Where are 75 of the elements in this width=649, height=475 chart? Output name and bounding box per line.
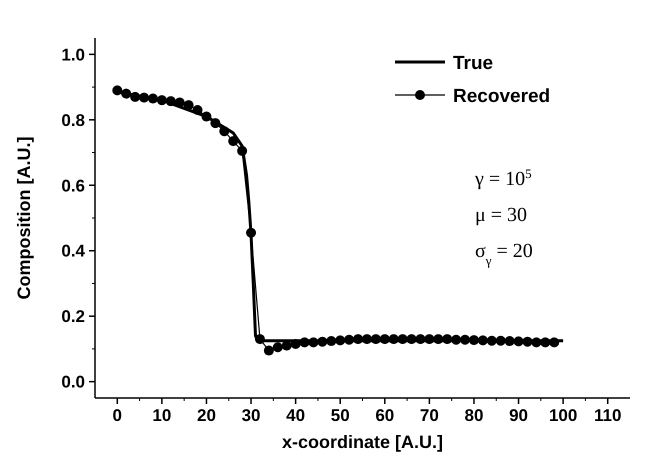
point xyxy=(398,334,408,344)
point xyxy=(496,336,506,346)
point xyxy=(130,92,140,102)
point xyxy=(282,340,292,351)
point xyxy=(522,336,532,347)
x-tick-label: 100 xyxy=(548,406,578,425)
point xyxy=(228,136,238,146)
point xyxy=(326,336,336,346)
point xyxy=(531,337,542,348)
point xyxy=(219,126,230,136)
point xyxy=(424,334,434,344)
x-tick-label: 110 xyxy=(594,406,622,425)
y-tick-label: 0.2 xyxy=(61,307,85,326)
point xyxy=(486,336,497,346)
annotation: γ = 10$^{5}$ xyxy=(474,166,532,190)
x-tick-label: 20 xyxy=(196,406,216,425)
point xyxy=(415,334,426,344)
annotation: σ$_{γ}$ = 20 xyxy=(475,240,533,268)
point xyxy=(254,334,265,344)
point xyxy=(344,334,354,345)
point xyxy=(433,334,444,344)
x-tick-label: 80 xyxy=(464,406,484,425)
x-tick-label: 40 xyxy=(286,406,306,425)
point xyxy=(317,336,328,347)
point xyxy=(388,334,399,344)
point xyxy=(272,342,283,352)
point xyxy=(406,334,417,344)
point xyxy=(112,85,122,96)
point xyxy=(121,88,132,99)
point xyxy=(290,339,301,349)
point xyxy=(442,334,452,344)
point xyxy=(540,337,550,348)
point xyxy=(308,337,318,348)
point xyxy=(353,334,364,344)
point xyxy=(246,228,256,238)
point xyxy=(504,336,515,346)
point xyxy=(237,146,248,156)
x-tick-label: 10 xyxy=(152,406,172,425)
point xyxy=(156,95,167,106)
point xyxy=(335,335,346,346)
legend-label: Recovered xyxy=(453,86,550,107)
x-tick-label: 70 xyxy=(420,406,439,425)
x-tick-label: 50 xyxy=(330,406,350,425)
point xyxy=(468,335,479,346)
point xyxy=(362,334,372,344)
point xyxy=(451,334,462,345)
legend-label: True xyxy=(453,53,494,74)
point xyxy=(174,97,185,108)
point xyxy=(166,96,176,106)
point xyxy=(549,337,560,348)
point xyxy=(148,94,158,104)
point xyxy=(139,92,150,103)
annotation: μ = 30 xyxy=(475,204,528,226)
point xyxy=(210,118,220,128)
y-tick-label: 0.4 xyxy=(61,242,86,261)
point xyxy=(478,335,488,346)
y-tick-label: 0.6 xyxy=(61,176,85,196)
point xyxy=(514,336,524,346)
point xyxy=(370,334,381,344)
x-axis-title: x-coordinate [A.U.] xyxy=(282,432,444,452)
x-tick-label: 60 xyxy=(375,406,394,425)
point xyxy=(192,105,203,115)
y-axis-title: Composition [A.U.] xyxy=(14,136,34,300)
y-tick-label: 1.0 xyxy=(61,45,85,64)
y-tick-label: 0.0 xyxy=(61,372,85,392)
point xyxy=(184,100,194,110)
point xyxy=(380,334,390,344)
point xyxy=(201,112,212,122)
x-tick-label: 0 xyxy=(112,406,122,425)
x-tick-label: 90 xyxy=(509,406,528,425)
point xyxy=(264,346,274,356)
point xyxy=(300,337,310,348)
point xyxy=(460,334,470,345)
y-tick-label: 0.8 xyxy=(61,110,85,130)
x-tick-label: 30 xyxy=(242,406,261,425)
